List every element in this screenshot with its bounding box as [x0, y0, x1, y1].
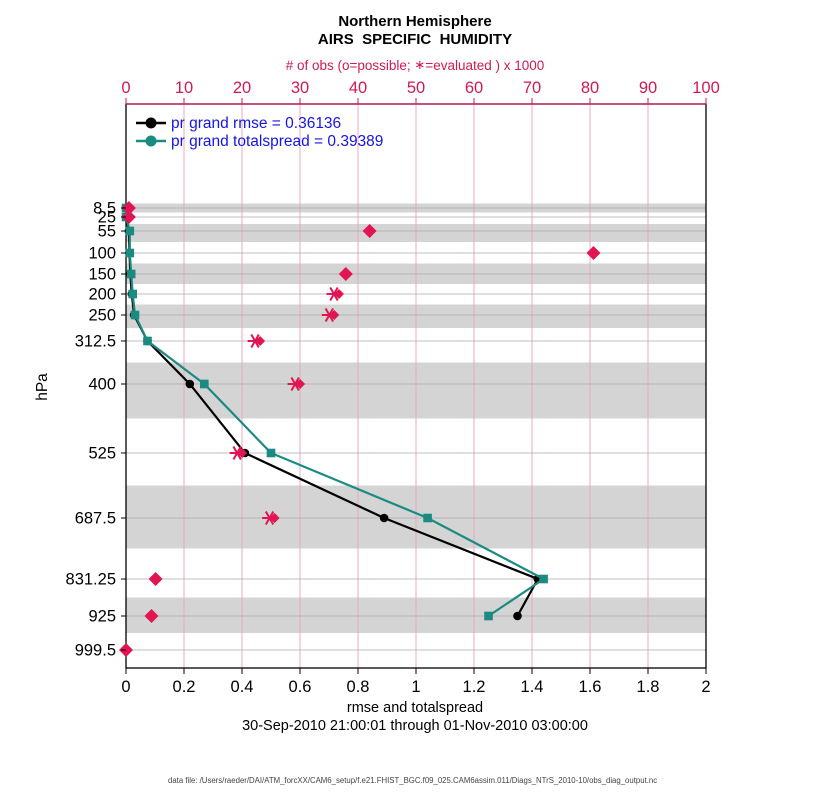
svg-text:30: 30	[291, 79, 309, 97]
svg-text:831.25: 831.25	[66, 571, 116, 589]
svg-text:100: 100	[692, 79, 720, 97]
svg-text:10: 10	[175, 79, 193, 97]
svg-text:200: 200	[88, 286, 116, 304]
svg-text:70: 70	[523, 79, 541, 97]
svg-text:0.8: 0.8	[347, 678, 370, 696]
svg-text:0: 0	[121, 678, 130, 696]
svg-text:250: 250	[88, 307, 116, 325]
svg-text:400: 400	[88, 376, 116, 394]
svg-text:525: 525	[88, 445, 116, 463]
svg-text:1.8: 1.8	[637, 678, 660, 696]
svg-text:312.5: 312.5	[75, 333, 116, 351]
svg-text:hPa: hPa	[34, 373, 51, 401]
svg-text:2: 2	[701, 678, 710, 696]
svg-text:1.2: 1.2	[463, 678, 486, 696]
svg-text:80: 80	[581, 79, 599, 97]
svg-text:40: 40	[349, 79, 367, 97]
svg-text:20: 20	[233, 79, 251, 97]
svg-text:0.2: 0.2	[173, 678, 196, 696]
svg-text:999.5: 999.5	[75, 642, 116, 660]
svg-text:90: 90	[639, 79, 657, 97]
svg-text:55: 55	[98, 223, 116, 241]
svg-text:925: 925	[88, 608, 116, 626]
svg-text:150: 150	[88, 266, 116, 284]
svg-text:687.5: 687.5	[75, 510, 116, 528]
svg-text:1.6: 1.6	[579, 678, 602, 696]
svg-text:1: 1	[411, 678, 420, 696]
svg-text:0: 0	[121, 79, 130, 97]
svg-text:1.4: 1.4	[521, 678, 544, 696]
svg-text:pr grand totalspread = 0.39389: pr grand totalspread = 0.39389	[171, 133, 383, 150]
svg-text:50: 50	[407, 79, 425, 97]
svg-text:0.4: 0.4	[231, 678, 254, 696]
svg-text:100: 100	[88, 245, 116, 263]
svg-text:60: 60	[465, 79, 483, 97]
svg-text:pr grand rmse = 0.36136: pr grand rmse = 0.36136	[171, 115, 341, 132]
svg-text:0.6: 0.6	[289, 678, 312, 696]
